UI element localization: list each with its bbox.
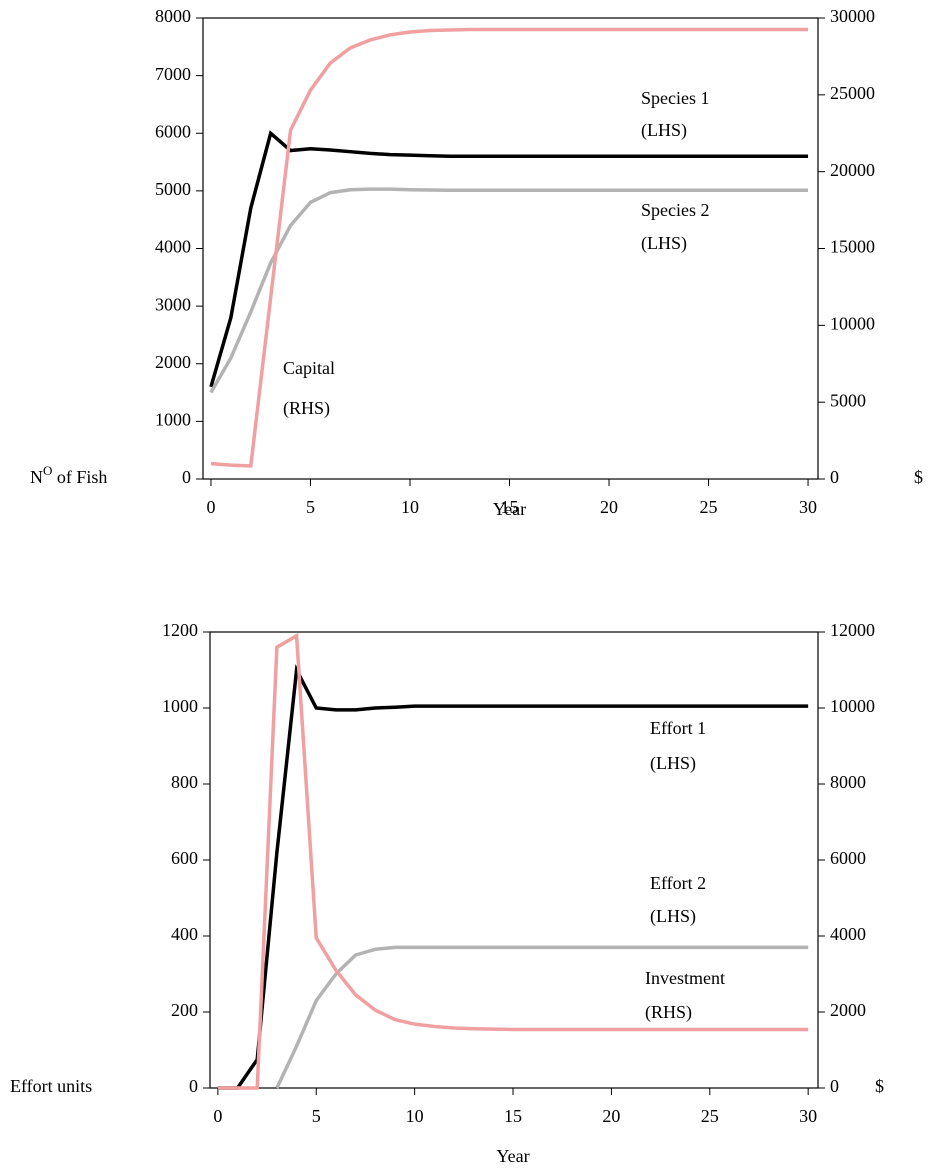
y2-tick-label: 5000 <box>830 390 866 410</box>
series-annotation: (RHS) <box>645 1002 692 1023</box>
y-axis-label-part: Effort units <box>10 1076 92 1096</box>
series-annotation: (LHS) <box>641 120 687 141</box>
y-axis-label: NO of Fish <box>30 463 107 487</box>
x-axis-label: Year <box>496 1146 529 1166</box>
series-line <box>217 664 809 1090</box>
x-tick-label: 5 <box>312 1106 321 1126</box>
series-annotation: Effort 1 <box>650 718 706 738</box>
x-tick-label: 25 <box>700 497 718 517</box>
y-tick-label: 400 <box>171 924 198 944</box>
y2-tick-label: 2000 <box>830 1000 866 1020</box>
y2-tick-label: 0 <box>830 467 839 487</box>
series-annotation: (LHS) <box>650 906 696 927</box>
x-tick-label: 0 <box>206 497 215 517</box>
y-tick-label: 0 <box>182 467 191 487</box>
y-axis-label-part: O <box>43 463 52 478</box>
x-tick-label: 20 <box>602 1106 620 1126</box>
series-line <box>209 130 809 388</box>
y-axis-label-part: N <box>30 467 43 487</box>
series-annotation: Investment <box>645 968 725 988</box>
y2-tick-label: 10000 <box>830 313 875 333</box>
x-tick-label: 10 <box>406 1106 424 1126</box>
y2-tick-label: 25000 <box>830 83 875 103</box>
y-tick-label: 7000 <box>155 64 191 84</box>
y-axis-label: Effort units <box>10 1076 92 1096</box>
x-tick-label: 15 <box>501 497 519 517</box>
y-tick-label: 6000 <box>155 121 191 141</box>
x-tick-label: 0 <box>213 1106 222 1126</box>
y-tick-label: 600 <box>171 848 198 868</box>
x-tick-label: 5 <box>306 497 315 517</box>
series-annotation: (RHS) <box>283 398 330 419</box>
y-tick-label: 5000 <box>155 179 191 199</box>
y-tick-label: 200 <box>171 1000 198 1020</box>
y2-tick-label: 4000 <box>830 924 866 944</box>
y2-tick-label: 20000 <box>830 160 875 180</box>
y-tick-label: 800 <box>171 772 198 792</box>
y2-tick-label: 0 <box>830 1076 839 1096</box>
y-axis-label-part: of Fish <box>52 467 107 487</box>
series-annotation: Species 1 <box>641 88 709 108</box>
series-line <box>275 945 809 1089</box>
y2-tick-label: 8000 <box>830 772 866 792</box>
x-tick-label: 20 <box>600 497 618 517</box>
x-tick-label: 15 <box>504 1106 522 1126</box>
series-line <box>210 27 809 468</box>
y-tick-label: 1000 <box>155 410 191 430</box>
x-tick-label: 10 <box>401 497 419 517</box>
y-tick-label: 4000 <box>155 237 191 257</box>
x-tick-label: 30 <box>799 497 817 517</box>
y-tick-label: 2000 <box>155 352 191 372</box>
y-tick-label: 1000 <box>162 696 198 716</box>
y2-tick-label: 6000 <box>830 848 866 868</box>
y2-axis-label: $ <box>914 467 923 487</box>
x-tick-label: 30 <box>799 1106 817 1126</box>
y-tick-label: 1200 <box>162 620 198 640</box>
series-annotation: Effort 2 <box>650 873 706 893</box>
y-tick-label: 0 <box>189 1076 198 1096</box>
x-axis-label: Year <box>493 499 526 519</box>
y2-tick-label: 12000 <box>830 620 875 640</box>
x-tick-label: 25 <box>701 1106 719 1126</box>
series-line <box>209 187 809 394</box>
y2-tick-label: 15000 <box>830 237 875 257</box>
series-line <box>217 632 809 1090</box>
y2-tick-label: 30000 <box>830 6 875 26</box>
series-annotation: (LHS) <box>641 233 687 254</box>
y-tick-label: 8000 <box>155 6 191 26</box>
y2-axis-label: $ <box>875 1076 884 1096</box>
series-annotation: Capital <box>283 358 335 378</box>
y-tick-label: 3000 <box>155 294 191 314</box>
series-annotation: (LHS) <box>650 753 696 774</box>
y2-tick-label: 10000 <box>830 696 875 716</box>
series-annotation: Species 2 <box>641 200 709 220</box>
